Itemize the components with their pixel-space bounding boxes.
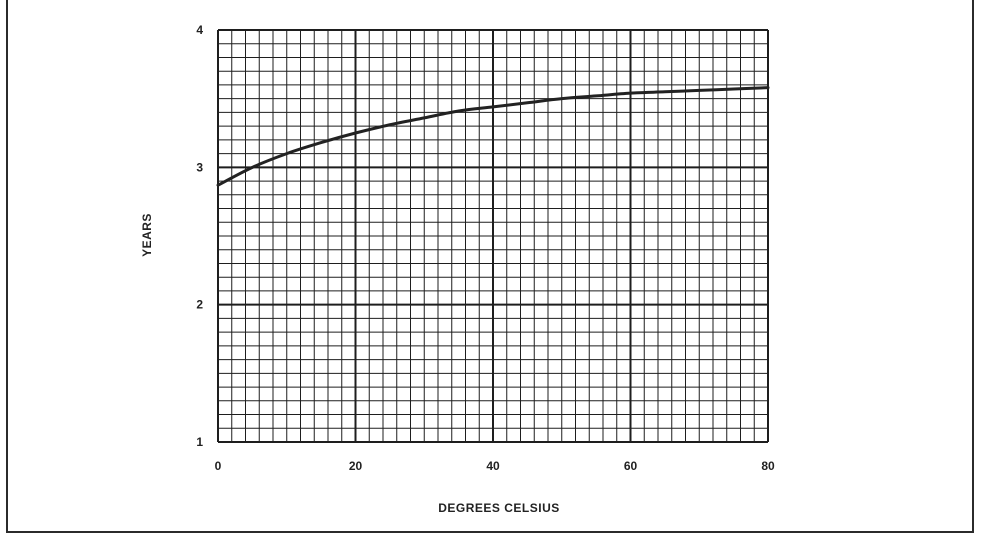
x-tick-label: 20: [349, 459, 363, 473]
y-axis-label: YEARS: [140, 213, 154, 257]
y-tick-label: 3: [196, 160, 203, 174]
tick-labels: 0 20 40 60 80 1 2 3 4: [196, 23, 775, 473]
x-tick-label: 60: [624, 459, 638, 473]
y-tick-label: 1: [196, 435, 203, 449]
x-tick-label: 80: [761, 459, 775, 473]
y-tick-label: 2: [196, 298, 203, 312]
y-tick-label: 4: [196, 23, 203, 37]
x-tick-label: 0: [215, 459, 222, 473]
chart-grid: [217, 29, 769, 443]
series-layer: [216, 86, 770, 187]
chart-frame: [6, 0, 974, 533]
series-line: [216, 86, 770, 187]
x-tick-label: 40: [486, 459, 500, 473]
x-axis-label: DEGREES CELSIUS: [438, 501, 560, 515]
